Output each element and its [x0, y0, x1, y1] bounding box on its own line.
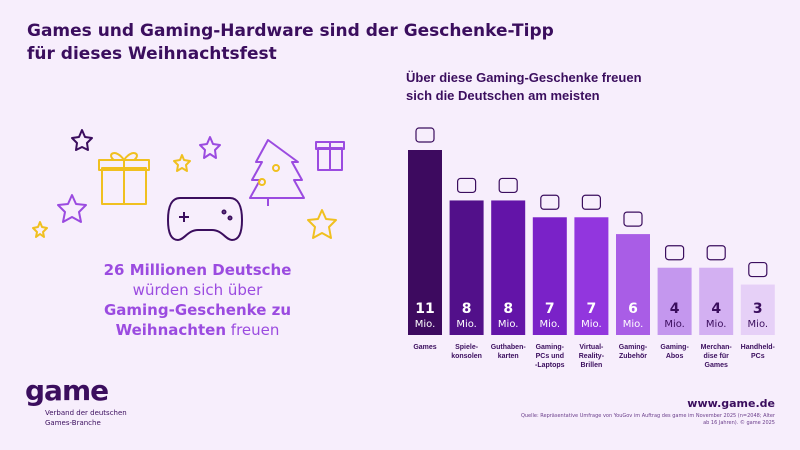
christmas-tree-icon [249, 139, 305, 206]
page-title: Games und Gaming-Hardware sind der Gesch… [27, 20, 627, 66]
bar-unit-label: Mio. [664, 319, 685, 330]
bar [449, 200, 484, 335]
bar-unit-label: Mio. [456, 319, 477, 330]
claim-highlight: Gaming-Geschenke zu [103, 301, 292, 319]
chart-title: Über diese Gaming-Geschenke freuen sich … [406, 70, 642, 103]
logo-sub-line: Verband der deutschen [45, 409, 127, 417]
category-icon [415, 127, 435, 143]
claim-text: 26 Millionen Deutsche würden sich über G… [60, 260, 335, 340]
category-label: Gaming- [660, 344, 689, 351]
claim-highlight: 26 Millionen Deutsche [103, 261, 292, 279]
bar-value-label: 6 [628, 301, 638, 317]
bar-value-label: 4 [670, 301, 680, 317]
category-icon [664, 245, 685, 261]
bar-value-label: 4 [711, 301, 721, 317]
bar [657, 267, 692, 335]
claim-line: würden sich über [132, 281, 263, 299]
claim-line: freuen [226, 321, 280, 339]
category-label: Gaming- [619, 344, 648, 351]
bar-unit-label: Mio. [581, 319, 602, 330]
christmas-decoration [32, 129, 345, 241]
bar-value-label: 7 [587, 301, 597, 317]
category-icon [623, 211, 643, 227]
bar-unit-label: Mio. [748, 319, 769, 330]
category-label: PCs [751, 353, 765, 360]
category-label: -Laptops [535, 362, 565, 369]
bar-unit-label: Mio. [415, 319, 436, 330]
bar-value-label: 3 [753, 301, 763, 317]
category-label: Guthaben- [491, 344, 527, 351]
star-icon [307, 209, 337, 239]
claim-highlight: Weihnachten [115, 321, 227, 339]
star-icon [57, 194, 87, 223]
bar-value-label: 8 [462, 301, 472, 317]
bar-unit-label: Mio. [498, 319, 519, 330]
bar-value-label: 11 [415, 301, 434, 317]
category-icon [748, 261, 768, 278]
bar [616, 234, 650, 335]
website-link[interactable]: www.game.de [687, 397, 775, 410]
logo-sub-line: Games-Branche [45, 419, 101, 427]
gift-icon [98, 152, 150, 205]
star-icon [173, 154, 191, 172]
bar [408, 150, 442, 335]
category-icon [540, 194, 560, 210]
category-label: PCs und [536, 353, 564, 360]
bar [532, 217, 567, 335]
gamepad-icon [167, 197, 243, 241]
game-logo: game [25, 374, 109, 407]
bar [574, 217, 609, 335]
bar-value-label: 8 [503, 301, 513, 317]
category-label: Zubehör [619, 353, 647, 360]
category-label: Gaming- [536, 344, 565, 351]
star-icon [71, 129, 93, 151]
gift-icon [315, 141, 345, 171]
category-icon [706, 245, 726, 261]
bar [491, 200, 526, 335]
category-label: Brillen [581, 362, 603, 369]
bar-unit-label: Mio. [623, 319, 644, 330]
bar-unit-label: Mio. [706, 319, 727, 330]
source-note: Quelle: Repräsentative Umfrage von YouGo… [520, 413, 775, 426]
category-label: Spiele- [455, 344, 479, 351]
category-label: Games [705, 362, 728, 369]
category-label: Abos [666, 353, 684, 360]
title-line: für dieses Weihnachtsfest [27, 44, 277, 64]
bar-value-label: 7 [545, 301, 555, 317]
category-icon [498, 177, 518, 194]
category-label: konsolen [451, 353, 482, 360]
star-icon [199, 136, 221, 159]
title-line: Games und Gaming-Hardware sind der Gesch… [27, 21, 554, 41]
category-label: Handheld- [741, 344, 776, 351]
category-label: dise für [704, 353, 730, 360]
category-icon [581, 194, 602, 210]
bar [699, 267, 734, 335]
category-label: karten [498, 353, 519, 360]
logo-subtitle: Verband der deutschen Games-Branche [45, 408, 127, 428]
bar [740, 284, 775, 335]
category-label: Reality- [579, 353, 605, 360]
star-icon [32, 221, 48, 238]
category-label: Merchan- [701, 344, 733, 351]
category-label: Games [413, 344, 436, 351]
bar-unit-label: Mio. [540, 319, 561, 330]
category-icon [457, 177, 477, 194]
category-label: Virtual- [579, 344, 604, 351]
